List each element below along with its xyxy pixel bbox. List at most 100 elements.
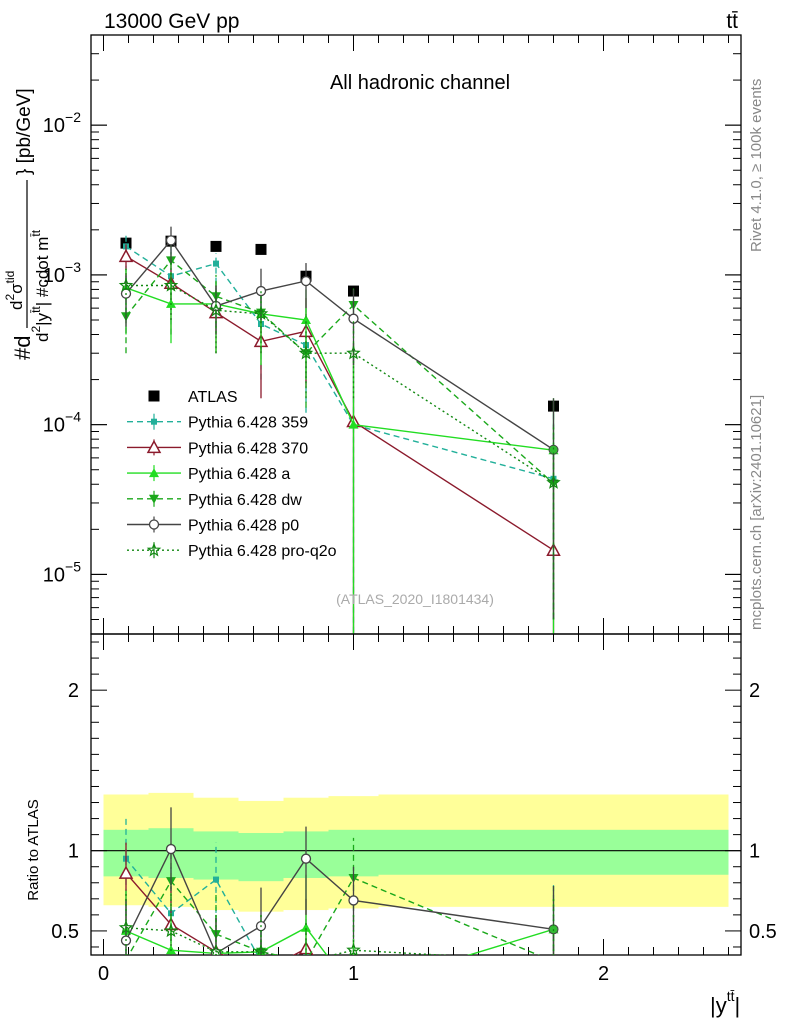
series-pythia-6-428-dw [121, 244, 559, 620]
star-open-marker [146, 542, 162, 557]
ylabel-part: d [33, 333, 52, 342]
square-filled-marker [120, 237, 132, 249]
circle-open-marker [165, 843, 177, 855]
header-left: 13000 GeV pp [104, 10, 239, 33]
legend-item: Pythia 6.428 370 [127, 439, 308, 457]
triangle-open-marker [548, 988, 560, 999]
chart-title: All hadronic channel [330, 72, 510, 94]
circle-open-marker [165, 235, 177, 246]
star-open-marker [546, 474, 561, 489]
ratio-y-tick-label-right: 2 [749, 680, 760, 702]
star-open-marker [346, 942, 361, 955]
ylabel-part: t̄t [29, 306, 43, 314]
triangle-down-filled-marker [301, 957, 311, 966]
triangle-filled-marker [349, 985, 359, 994]
y-tick-exp: −3 [65, 259, 81, 275]
circle-open-marker [348, 895, 359, 906]
y-tick-label: 10−4 [43, 409, 81, 437]
ylabel-part: 2 [3, 294, 17, 301]
x-axis-label-bar: | [735, 993, 741, 1018]
star-open-marker [253, 306, 269, 320]
series-pythia-6-428-p0 [120, 226, 559, 620]
x-axis-label-text: |y [710, 993, 727, 1018]
star-open-marker [208, 302, 224, 317]
ratio-series-line [125, 927, 452, 955]
y-tick-exp: −2 [65, 109, 81, 125]
ratio-series-layer [118, 807, 560, 999]
triangle-filled-marker [301, 922, 311, 932]
ratio-frame [90, 633, 742, 956]
ratio-series-line [125, 926, 554, 955]
x-tick-label: 2 [598, 963, 609, 985]
header-right: tt̄ [726, 10, 738, 33]
rivet-label: Rivet 4.1.0, ≥ 100k events [748, 79, 765, 252]
square-filled-marker [255, 243, 267, 255]
x-axis-label-sup: tt̄ [727, 988, 735, 1004]
y-tick-label: 10−2 [43, 109, 81, 137]
x-tick-label: 1 [348, 963, 359, 985]
legend-item: ATLAS [148, 389, 238, 406]
ratio-series-clipped [118, 807, 560, 999]
triangle-open-marker [118, 865, 134, 879]
ylabel-part: 2 [29, 326, 43, 333]
legend-label: Pythia 6.428 359 [188, 415, 308, 432]
triangle-down-filled-marker [549, 957, 559, 966]
ylabel-part: t̄t [29, 229, 43, 237]
svg-text:} [pb/GeV]: } [pb/GeV] [14, 88, 35, 175]
ratio-y-axis-label: Ratio to ATLAS [25, 799, 42, 900]
y-tick-label: 10−3 [43, 259, 81, 287]
analysis-watermark: (ATLAS_2020_I1801434) [336, 591, 494, 607]
triangle-down-filled-marker [121, 956, 131, 965]
ratio-series-pythia-6-428-pro-q2o [118, 890, 555, 955]
ratio-uncertainty-bands [91, 792, 741, 912]
main-axis-ticks [91, 35, 741, 634]
y-tick-label: 10−5 [43, 558, 81, 586]
triangle-open-marker [348, 984, 360, 995]
svg-text:#d: #d [10, 336, 35, 360]
star-open-marker [163, 923, 179, 938]
square-filled-marker [148, 390, 160, 402]
ratio-axis-ticks [90, 633, 742, 956]
legend-label: Pythia 6.428 p0 [188, 518, 299, 535]
svg-text:d2σtid: d2σtid [3, 271, 26, 310]
ratio-tick-labels: 0.5 0.5 1 1 2 2 0 1 2 [51, 680, 777, 985]
ylabel-part: tid [3, 271, 17, 284]
legend-item: Pythia 6.428 359 [127, 413, 308, 432]
triangle-open-marker [255, 967, 267, 978]
ylabel-part: | #cdot m [33, 237, 52, 307]
star-open-marker [208, 944, 224, 955]
y-tick-base: 10 [43, 265, 65, 287]
star-open-marker [253, 944, 269, 955]
circle-open-marker [148, 519, 160, 530]
ratio-y-tick-label-right: 1 [749, 841, 760, 863]
ratio-y-tick-label: 2 [68, 680, 79, 702]
square-small-marker [213, 260, 219, 267]
legend-label: ATLAS [188, 389, 238, 406]
triangle-filled-marker [301, 314, 311, 324]
band-green [378, 829, 729, 875]
y-tick-base: 10 [43, 115, 65, 137]
legend-label: Pythia 6.428 dw [188, 492, 302, 509]
square-small-marker [351, 987, 357, 993]
circle-open-marker [300, 853, 312, 864]
y-tick-base: 10 [43, 415, 65, 437]
triangle-filled-marker [149, 468, 159, 478]
circle-open-marker [255, 285, 267, 297]
main-series-layer [118, 226, 561, 634]
main-y-axis-label: #d d2σtid d2|yt̄t| #cdot mt̄t } [pb/GeV] [3, 88, 52, 360]
mcplots-label: mcplots.cern.ch [arXiv:2401.10621] [748, 395, 765, 630]
star-open-marker [346, 345, 361, 360]
ratio-y-tick-label-right: 0.5 [749, 921, 777, 943]
ylabel-part: #d [10, 336, 35, 360]
svg-text:d2|yt̄t| #cdot mt̄t: d2|yt̄t| #cdot mt̄t [29, 229, 52, 342]
star-open-marker [118, 920, 134, 934]
legend: ATLAS Pythia 6.428 359 Pythia 6.428 370 Pyt… [127, 389, 337, 560]
main-y-tick-labels: 10−510−410−310−2 [43, 109, 81, 586]
legend-item: Pythia 6.428 p0 [127, 516, 299, 535]
ylabel-part: } [pb/GeV] [14, 88, 35, 175]
ratio-y-tick-label: 0.5 [51, 921, 79, 943]
triangle-open-marker [118, 248, 134, 263]
legend-label: Pythia 6.428 pro-q2o [188, 543, 337, 560]
series-pythia-6-428-pro-q2o [118, 263, 561, 620]
